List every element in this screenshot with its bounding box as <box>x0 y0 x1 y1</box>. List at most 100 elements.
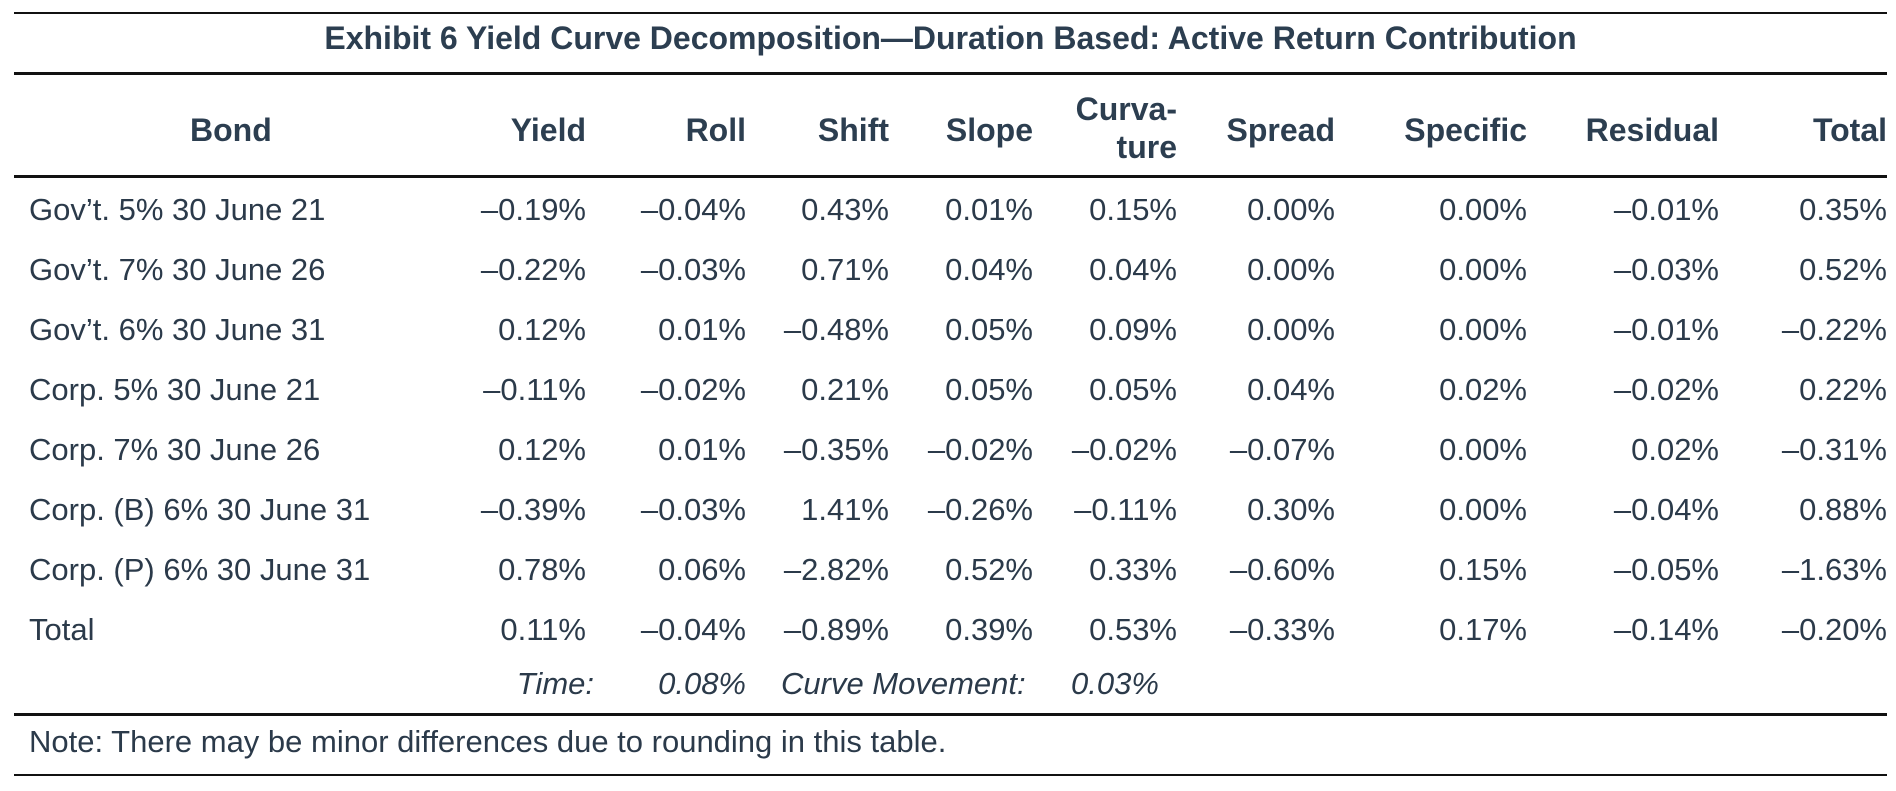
cell-total: 0.22% <box>1799 372 1887 407</box>
cell-slope: –0.26% <box>927 492 1033 527</box>
cell-roll: –0.03% <box>640 252 746 287</box>
cell-curvature: 0.09% <box>1089 312 1177 347</box>
cell-total: 0.88% <box>1799 492 1887 527</box>
cell-curvature: 0.53% <box>1089 612 1177 647</box>
cell-yield: –0.11% <box>483 372 586 407</box>
col-header-curvature-line1: Curva- <box>1075 91 1177 127</box>
cell-total: –0.31% <box>1781 432 1887 467</box>
summary-curve-label: Curve Movement: <box>781 666 1026 701</box>
cell-residual: –0.03% <box>1613 252 1719 287</box>
cell-spread: 0.00% <box>1247 252 1335 287</box>
footer-rule <box>14 713 1887 716</box>
cell-residual: –0.02% <box>1613 372 1719 407</box>
cell-shift: –0.48% <box>783 312 889 347</box>
cell-slope: 0.05% <box>945 372 1033 407</box>
cell-spread: –0.60% <box>1229 552 1335 587</box>
col-header-shift: Shift <box>817 112 889 148</box>
cell-curvature: 0.05% <box>1089 372 1177 407</box>
cell-specific: 0.00% <box>1439 492 1527 527</box>
cell-bond: Gov’t. 7% 30 June 26 <box>29 252 326 287</box>
cell-specific: 0.00% <box>1439 432 1527 467</box>
cell-curvature: 0.04% <box>1089 252 1177 287</box>
cell-spread: 0.04% <box>1247 372 1335 407</box>
col-header-curvature-line2: ture <box>1116 129 1177 165</box>
cell-spread: 0.00% <box>1247 192 1335 227</box>
col-header-specific: Specific <box>1404 112 1527 148</box>
col-header-total: Total <box>1812 112 1887 148</box>
cell-slope: 0.01% <box>945 192 1033 227</box>
cell-yield: 0.12% <box>498 432 586 467</box>
cell-spread: –0.07% <box>1229 432 1335 467</box>
cell-spread: –0.33% <box>1229 612 1335 647</box>
cell-residual: –0.04% <box>1613 492 1719 527</box>
cell-bond: Corp. 7% 30 June 26 <box>29 432 321 467</box>
cell-slope: 0.52% <box>945 552 1033 587</box>
cell-roll: –0.03% <box>640 492 746 527</box>
col-header-yield: Yield <box>510 112 586 148</box>
cell-shift: 0.71% <box>801 252 889 287</box>
header-rule <box>14 175 1887 178</box>
cell-bond: Corp. 5% 30 June 21 <box>29 372 321 407</box>
cell-total: –0.22% <box>1781 312 1887 347</box>
cell-residual: –0.01% <box>1613 312 1719 347</box>
cell-yield: –0.22% <box>480 252 586 287</box>
cell-shift: –0.35% <box>783 432 889 467</box>
col-header-curvature: Curva- ture <box>1076 90 1177 166</box>
cell-curvature: –0.02% <box>1071 432 1177 467</box>
col-header-spread: Spread <box>1226 112 1335 148</box>
col-header-bond: Bond <box>190 112 272 148</box>
cell-shift: –0.89% <box>783 612 889 647</box>
cell-roll: –0.02% <box>640 372 746 407</box>
table-note: Note: There may be minor differences due… <box>29 724 947 759</box>
cell-total: –1.63% <box>1781 552 1887 587</box>
cell-slope: –0.02% <box>927 432 1033 467</box>
cell-slope: 0.05% <box>945 312 1033 347</box>
cell-slope: 0.39% <box>945 612 1033 647</box>
cell-spread: 0.00% <box>1247 312 1335 347</box>
cell-shift: 0.43% <box>801 192 889 227</box>
col-header-roll: Roll <box>685 112 746 148</box>
cell-residual: –0.14% <box>1613 612 1719 647</box>
top-rule <box>14 12 1887 14</box>
col-header-residual: Residual <box>1585 112 1719 148</box>
cell-curvature: –0.11% <box>1074 492 1177 527</box>
cell-roll: –0.04% <box>640 612 746 647</box>
summary-time-value: 0.08% <box>658 666 746 701</box>
cell-yield: –0.19% <box>480 192 586 227</box>
cell-roll: –0.04% <box>640 192 746 227</box>
cell-total: 0.35% <box>1799 192 1887 227</box>
exhibit-title: Exhibit 6 Yield Curve Decomposition—Dura… <box>324 20 1577 56</box>
cell-bond: Gov’t. 5% 30 June 21 <box>29 192 326 227</box>
cell-specific: 0.02% <box>1439 372 1527 407</box>
title-rule <box>14 72 1887 75</box>
cell-bond: Total <box>29 612 95 647</box>
cell-specific: 0.15% <box>1439 552 1527 587</box>
cell-specific: 0.00% <box>1439 252 1527 287</box>
cell-slope: 0.04% <box>945 252 1033 287</box>
cell-roll: 0.01% <box>658 312 746 347</box>
cell-shift: 1.41% <box>801 492 889 527</box>
cell-curvature: 0.33% <box>1089 552 1177 587</box>
cell-yield: –0.39% <box>480 492 586 527</box>
cell-roll: 0.06% <box>658 552 746 587</box>
cell-shift: 0.21% <box>801 372 889 407</box>
col-header-slope: Slope <box>945 112 1033 148</box>
cell-bond: Corp. (B) 6% 30 June 31 <box>29 492 371 527</box>
cell-roll: 0.01% <box>658 432 746 467</box>
cell-bond: Corp. (P) 6% 30 June 31 <box>29 552 371 587</box>
cell-yield: 0.78% <box>498 552 586 587</box>
cell-shift: –2.82% <box>783 552 889 587</box>
cell-residual: –0.05% <box>1613 552 1719 587</box>
cell-spread: 0.30% <box>1247 492 1335 527</box>
cell-specific: 0.00% <box>1439 192 1527 227</box>
cell-yield: 0.11% <box>500 612 586 647</box>
cell-bond: Gov’t. 6% 30 June 31 <box>29 312 326 347</box>
cell-yield: 0.12% <box>498 312 586 347</box>
bottom-rule <box>14 774 1887 776</box>
cell-total: –0.20% <box>1781 612 1887 647</box>
cell-residual: 0.02% <box>1631 432 1719 467</box>
summary-curve-value: 0.03% <box>1071 666 1159 701</box>
cell-total: 0.52% <box>1799 252 1887 287</box>
cell-specific: 0.00% <box>1439 312 1527 347</box>
summary-time-label: Time: <box>516 666 594 701</box>
